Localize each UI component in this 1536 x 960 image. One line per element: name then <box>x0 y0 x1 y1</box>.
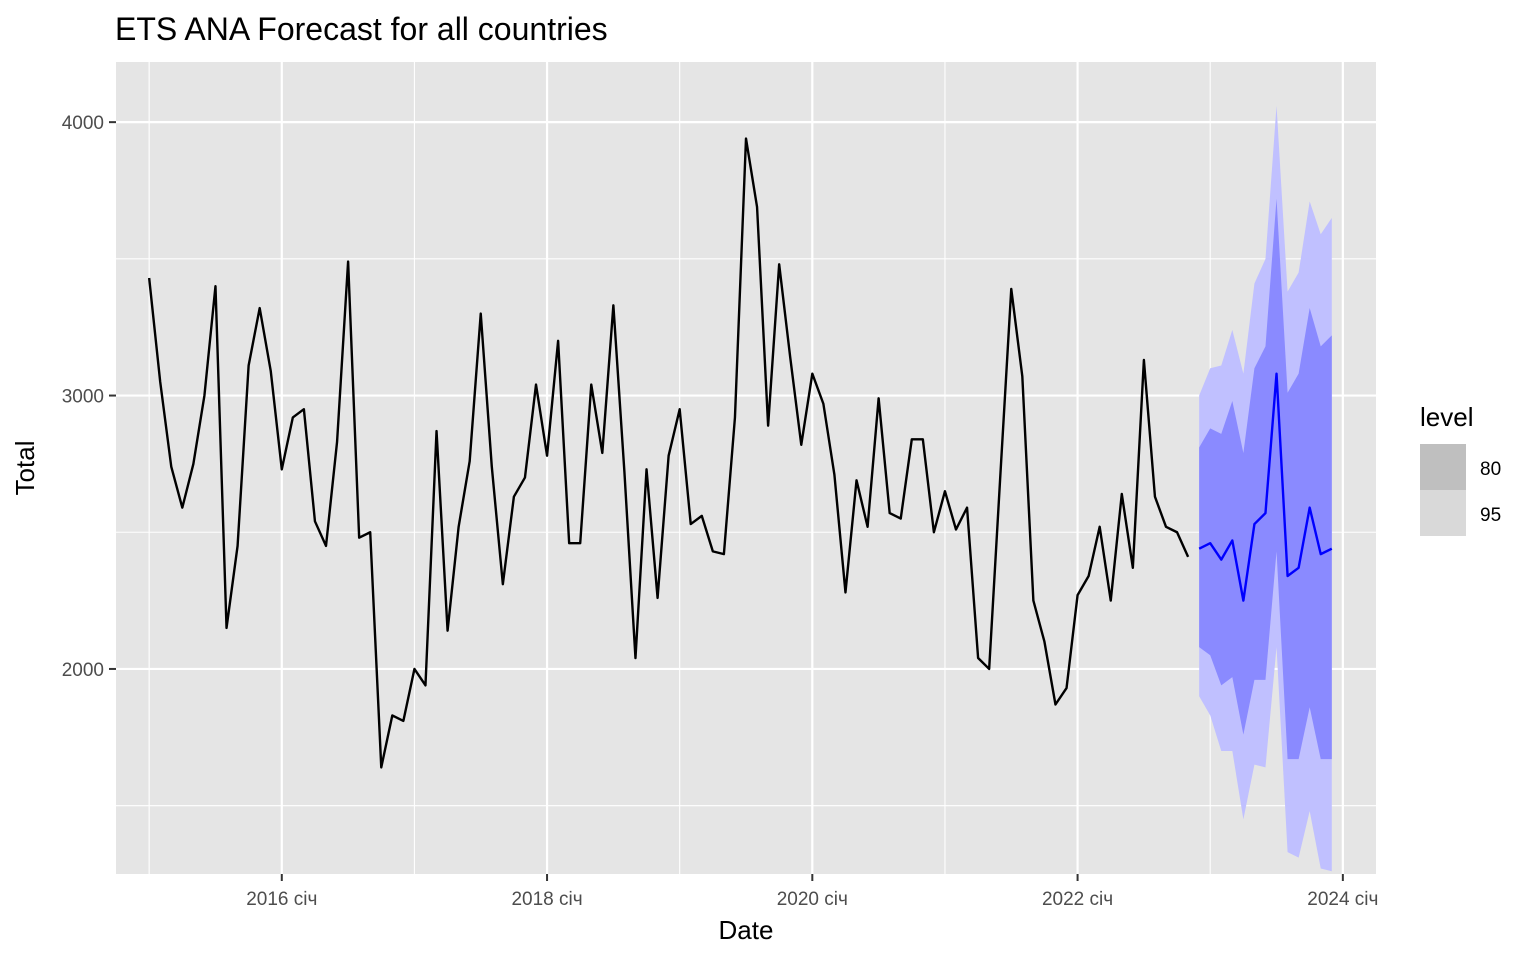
history-series-line <box>147 137 1190 769</box>
x-axis-title: Date <box>719 915 774 945</box>
forecast-layer <box>1198 372 1333 602</box>
y-axis-title: Total <box>10 441 40 496</box>
chart-title: ETS ANA Forecast for all countries <box>115 11 608 47</box>
y-tick-label: 2000 <box>62 660 104 681</box>
legend: level 80 95 <box>1420 402 1501 536</box>
forecast-series-line <box>1198 372 1333 602</box>
x-tick-label: 2016 січ <box>246 889 317 910</box>
legend-key-95 <box>1420 490 1466 536</box>
legend-label-95: 95 <box>1480 505 1501 526</box>
plot-panel <box>116 62 1376 874</box>
y-tick-label: 3000 <box>62 387 104 408</box>
x-tick-label: 2022 січ <box>1042 889 1113 910</box>
x-tick-label: 2018 січ <box>511 889 582 910</box>
y-axis: 2000 3000 4000 <box>62 113 116 681</box>
history-layer <box>147 137 1190 769</box>
x-axis: 2016 січ 2018 січ 2020 січ 2022 січ 2024 січ <box>246 874 1378 910</box>
legend-title: level <box>1420 402 1473 432</box>
band-80 <box>1199 198 1332 760</box>
x-tick-label: 2020 січ <box>777 889 848 910</box>
legend-key-80 <box>1420 444 1466 490</box>
y-tick-label: 4000 <box>62 113 104 134</box>
x-tick-label: 2024 січ <box>1307 889 1378 910</box>
grid-lines <box>116 62 1376 874</box>
band-80-layer <box>1199 198 1332 760</box>
legend-label-80: 80 <box>1480 459 1501 480</box>
